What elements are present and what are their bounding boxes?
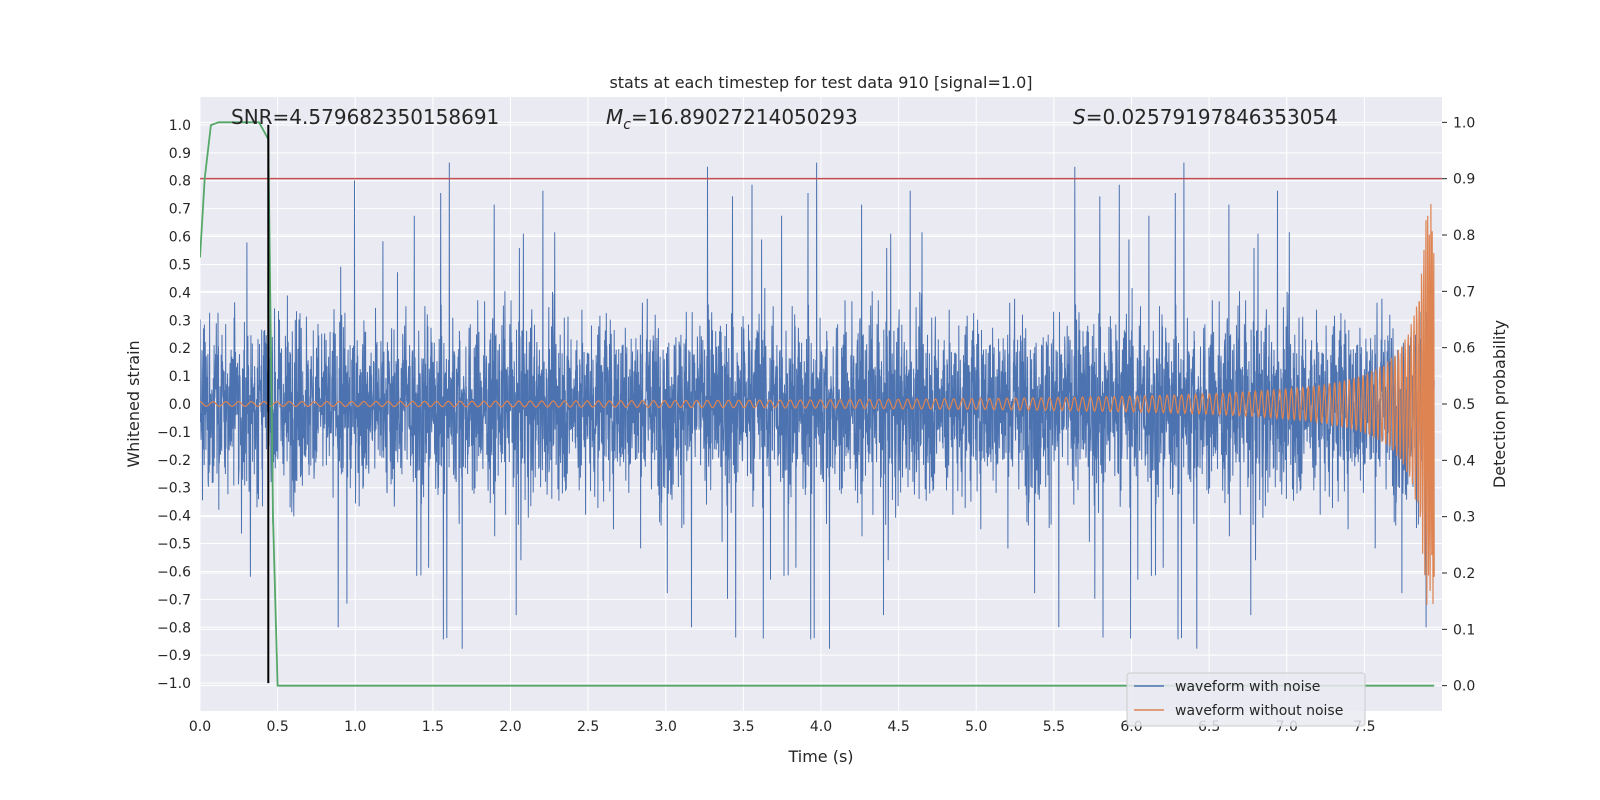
y2-tick-label: 0.1 (1453, 622, 1475, 638)
x-tick-label: 2.5 (577, 719, 599, 735)
y-tick-label: 0.9 (169, 146, 191, 162)
y2-tick-label: 1.0 (1453, 115, 1475, 131)
y-tick-label: −0.5 (157, 537, 191, 553)
y-tick-label: 0.4 (169, 285, 191, 301)
legend-box (1126, 672, 1366, 727)
s-value: =0.025791978463530​54 (1086, 105, 1338, 129)
y2-tick-label: 0.5 (1453, 397, 1475, 413)
x-tick-label: 0.0 (189, 719, 211, 735)
chirp-mass-value: =16.89027214050293 (631, 105, 858, 129)
x-tick-label: 4.0 (810, 719, 832, 735)
x-tick-label: 5.0 (965, 719, 987, 735)
y-tick-label: −0.8 (157, 620, 191, 636)
y2-tick-label: 0.6 (1453, 341, 1475, 357)
y-tick-label: 0.8 (169, 174, 191, 190)
y-tick-label: 0.3 (169, 313, 191, 329)
y-tick-label: −1.0 (157, 676, 191, 692)
y2-tick-label: 0.3 (1453, 510, 1475, 526)
y-tick-label: 0.0 (169, 397, 191, 413)
y2-tick-label: 0.2 (1453, 566, 1475, 582)
x-tick-label: 1.0 (344, 719, 366, 735)
x-axis-label: Time (s) (787, 747, 853, 766)
chart-title: stats at each timestep for test data 910… (609, 73, 1032, 92)
y2-axis-ticks: 1.0 0.9 0.8 0.7 0.6 0.5 0.4 0.3 0.2 0.1 0.0 (1442, 115, 1475, 695)
y-tick-label: −0.6 (157, 564, 191, 580)
y-tick-label: −0.4 (157, 509, 191, 525)
y-tick-label: −0.1 (157, 425, 191, 441)
y2-tick-label: 0.0 (1453, 679, 1475, 695)
y-tick-label: −0.3 (157, 481, 191, 497)
legend: waveform with noise waveform without noi… (1126, 672, 1366, 727)
chirp-mass-symbol: M (606, 105, 623, 129)
y2-tick-label: 0.4 (1453, 453, 1475, 469)
y-tick-label: 0.2 (169, 341, 191, 357)
x-tick-label: 5.5 (1043, 719, 1065, 735)
plot-series (200, 121, 1442, 687)
chirp-mass-annotation: Mc=16.89027214050293 (606, 105, 858, 133)
x-tick-label: 3.5 (732, 719, 754, 735)
x-tick-label: 1.5 (422, 719, 444, 735)
series-detection-probability (200, 121, 1435, 687)
x-tick-label: 0.5 (266, 719, 288, 735)
legend-label-clean: waveform without noise (1175, 703, 1343, 719)
x-tick-label: 2.0 (499, 719, 521, 735)
y2-axis-label: Detection probability (1490, 320, 1509, 488)
y2-tick-label: 0.9 (1453, 172, 1475, 188)
y-tick-label: 1.0 (169, 118, 191, 134)
y-axis-ticks: 1.0 0.9 0.8 0.7 0.6 0.5 0.4 0.3 0.2 0.1 0.0 −0.1 −0.… (157, 118, 191, 692)
y-tick-label: 0.5 (169, 257, 191, 273)
y-axis-label: Whitened strain (124, 340, 143, 467)
s-annotation: S=0.025791978463530​54 (1073, 105, 1338, 129)
y-tick-label: −0.9 (157, 648, 191, 664)
y-tick-label: −0.7 (157, 592, 191, 608)
snr-annotation: SNR=4.579682350158691 (231, 105, 499, 129)
y-tick-label: 0.7 (169, 202, 191, 218)
series-waveform-without-noise (200, 203, 1435, 605)
legend-label-noise: waveform with noise (1175, 679, 1320, 695)
y-tick-label: 0.1 (169, 369, 191, 385)
x-tick-label: 4.5 (887, 719, 909, 735)
y2-tick-label: 0.7 (1453, 284, 1475, 300)
y-tick-label: 0.6 (169, 230, 191, 246)
chirp-mass-subscript: c (623, 117, 631, 133)
s-symbol: S (1073, 105, 1086, 129)
x-tick-label: 3.0 (655, 719, 677, 735)
y-tick-label: −0.2 (157, 453, 191, 469)
y2-tick-label: 0.8 (1453, 228, 1475, 244)
